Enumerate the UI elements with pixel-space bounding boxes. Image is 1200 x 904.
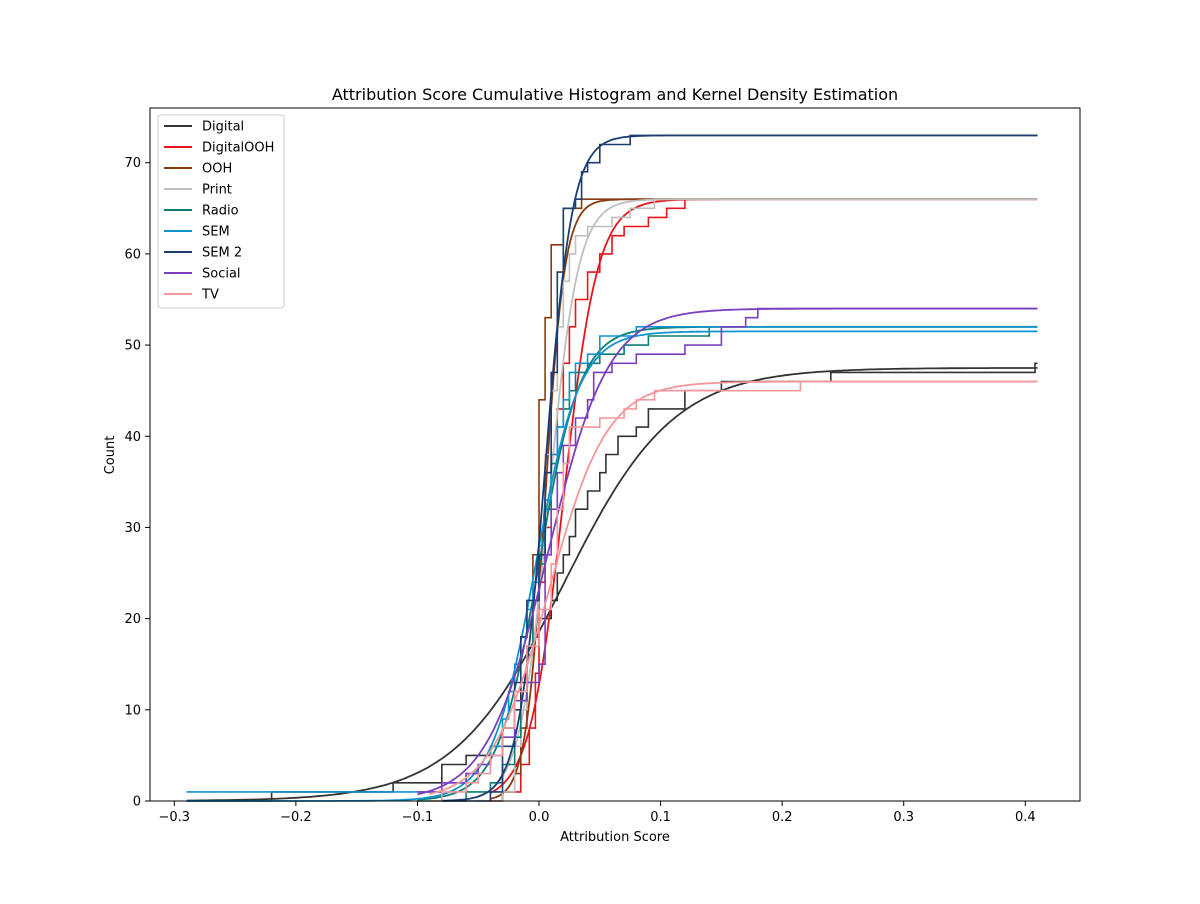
kde-line-tv (429, 380, 1038, 795)
series-digitalooh (490, 198, 1038, 802)
y-tick-label: 60 (124, 247, 141, 262)
kde-line-social (417, 307, 1038, 796)
legend-label-radio: Radio (202, 204, 239, 219)
x-tick-label: 0.1 (650, 810, 671, 825)
legend-label-sem-2: SEM 2 (202, 246, 242, 261)
x-tick-label: 0.2 (772, 810, 793, 825)
series-sem (186, 326, 1038, 802)
legend-label-digital: Digital (202, 120, 244, 135)
y-tick-label: 40 (124, 430, 141, 445)
legend: Digital DigitalOOH OOH Print Radio SEM SEM 2 So… (157, 114, 285, 309)
series-digital (186, 362, 1038, 802)
x-tick-label: 0.0 (529, 810, 550, 825)
x-tick-label: 0.4 (1015, 810, 1036, 825)
axes-layer: −0.3 −0.2 −0.1 0.0 0.1 0.2 0.3 0.4 0 10 20 30 40 50 60… (124, 107, 1081, 825)
y-axis-label: Count (103, 436, 118, 475)
legend-label-digitalooh: DigitalOOH (202, 141, 274, 156)
y-tick-label: 70 (124, 156, 141, 171)
legend-label-print: Print (202, 183, 232, 198)
legend-box (157, 114, 285, 309)
y-tick-label: 10 (124, 703, 141, 718)
legend-label-tv: TV (201, 288, 219, 303)
kde-line-ooh (490, 198, 1038, 800)
y-tick-label: 0 (133, 795, 141, 810)
kde-line-print (477, 198, 1038, 798)
legend-label-social: Social (202, 267, 241, 282)
chart-title: Attribution Score Cumulative Histogram a… (332, 85, 898, 104)
kde-line-digital (186, 367, 1038, 802)
series-radio (417, 325, 1038, 802)
kde-line-digitalooh (490, 198, 1038, 794)
x-axis-label: Attribution Score (560, 830, 670, 845)
kde-line-sem (186, 330, 1038, 802)
step-line-tv (429, 380, 1038, 802)
y-tick-label: 30 (124, 521, 141, 536)
x-tick-label: −0.2 (280, 810, 312, 825)
step-line-digitalooh (490, 198, 1038, 802)
y-tick-label: 50 (124, 339, 141, 354)
y-tick-label: 20 (124, 612, 141, 627)
x-tick-label: −0.3 (159, 810, 191, 825)
step-line-radio (417, 326, 1038, 802)
legend-label-sem: SEM (202, 225, 230, 240)
series-layer (186, 134, 1038, 802)
step-line-sem (186, 326, 1038, 793)
plot-frame (149, 107, 1081, 802)
step-line-ooh (490, 198, 1038, 802)
x-tick-label: −0.1 (402, 810, 434, 825)
legend-label-ooh: OOH (202, 162, 232, 177)
series-tv (429, 380, 1038, 802)
series-sem-2 (441, 134, 1038, 802)
step-line-digital (186, 362, 1038, 802)
series-ooh (490, 198, 1038, 802)
kde-line-sem-2 (441, 134, 1038, 802)
x-tick-label: 0.3 (893, 810, 914, 825)
step-line-sem-2 (441, 134, 1038, 802)
